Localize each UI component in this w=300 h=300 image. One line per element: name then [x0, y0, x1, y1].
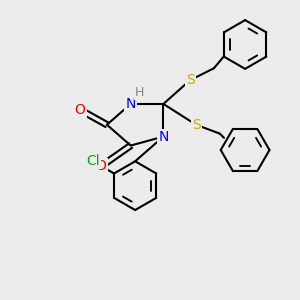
Text: H: H: [135, 86, 144, 99]
Text: O: O: [75, 103, 86, 117]
Text: Cl: Cl: [86, 154, 100, 168]
Text: S: S: [192, 118, 200, 132]
Text: N: N: [125, 97, 136, 111]
Text: N: N: [158, 130, 169, 144]
Text: S: S: [186, 73, 194, 87]
Text: O: O: [95, 159, 106, 173]
